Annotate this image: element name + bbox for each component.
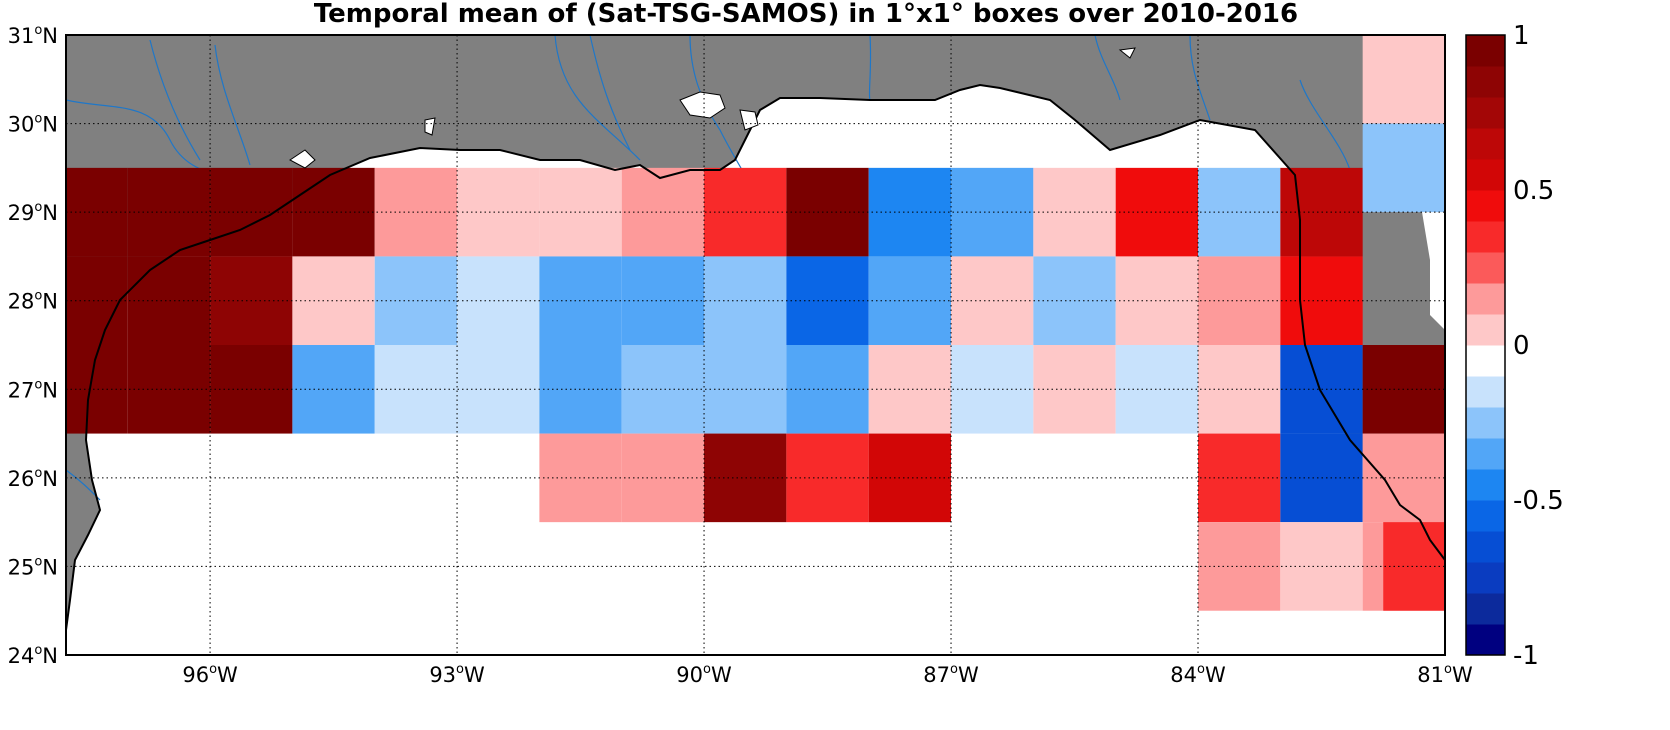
- heatmap-cell: [704, 433, 787, 523]
- x-tick-label: 90oW: [676, 662, 732, 687]
- coastline: [65, 83, 1446, 631]
- colorbar-swatch: [1466, 469, 1505, 501]
- colorbar-swatch: [1466, 407, 1505, 439]
- heatmap-cell: [951, 167, 1034, 257]
- x-tick-label: 81oW: [1417, 662, 1473, 687]
- y-tick-label: 28oN: [8, 289, 58, 314]
- colorbar-swatch: [1466, 35, 1505, 67]
- heatmap-cell: [127, 256, 211, 345]
- land-mass-gulf-coast: [66, 35, 1445, 630]
- colorbar-ticks: 1 0.5 0 -0.5 -1: [1513, 21, 1564, 671]
- heatmap-cell: [951, 345, 1034, 434]
- colorbar-swatch: [1466, 531, 1505, 563]
- heatmap-cell: [374, 345, 458, 434]
- colorbar-border: [1465, 34, 1506, 656]
- colorbar-swatch: [1466, 500, 1505, 532]
- heatmap-cell: [621, 345, 705, 434]
- heatmap-cell: [539, 167, 622, 257]
- heatmap-cell: [539, 433, 622, 523]
- colorbar-swatch: [1466, 66, 1505, 98]
- heatmap-cell: [704, 167, 787, 257]
- heatmap-cell: [868, 433, 952, 523]
- heatmap-cell: [621, 433, 705, 523]
- colorbar-swatch: [1466, 252, 1505, 284]
- y-tick-label: 31oN: [8, 23, 58, 48]
- heatmap-cell: [868, 345, 952, 434]
- heatmap-cell: [704, 256, 787, 345]
- colorbar-swatches: [1466, 35, 1505, 656]
- heatmap-cell: [539, 345, 622, 434]
- colorbar-swatch: [1466, 345, 1505, 377]
- heatmap-cell: [292, 256, 375, 345]
- colorbar-swatch: [1466, 128, 1505, 160]
- colorbar-swatch: [1466, 97, 1505, 129]
- y-tick-label: 30oN: [8, 112, 58, 137]
- colorbar-swatch: [1466, 221, 1505, 253]
- y-tick-label: 25oN: [8, 554, 58, 579]
- heatmap-cell: [951, 256, 1034, 345]
- colorbar-swatch: [1466, 624, 1505, 656]
- heatmap-cell: [1383, 522, 1445, 611]
- colorbar-tick-label: 0.5: [1513, 176, 1554, 206]
- heatmap-cell: [1362, 123, 1445, 213]
- heatmap-cell: [292, 345, 375, 434]
- y-axis-ticks: 24oN 25oN 26oN 27oN 28oN 29oN 30oN 31oN: [8, 23, 58, 668]
- heatmap-cell: [1198, 167, 1281, 257]
- y-tick-label: 26oN: [8, 466, 58, 491]
- x-tick-label: 87oW: [923, 662, 979, 687]
- colorbar: 1 0.5 0 -0.5 -1: [1465, 21, 1564, 671]
- colorbar-tick-label: 1: [1513, 21, 1530, 51]
- colorbar-tick-label: -1: [1513, 641, 1539, 671]
- colorbar-swatch: [1466, 159, 1505, 191]
- y-tick-label: 24oN: [8, 643, 58, 668]
- heatmap-cell: [374, 256, 458, 345]
- heatmap-cell: [539, 256, 622, 345]
- colorbar-swatch: [1466, 562, 1505, 594]
- heatmap-cell: [704, 345, 787, 434]
- y-tick-label: 29oN: [8, 200, 58, 225]
- heatmap-cell: [1198, 433, 1281, 523]
- heatmap-cell: [621, 256, 705, 345]
- heatmap-cell: [127, 345, 211, 434]
- heatmap-cell: [1198, 345, 1281, 434]
- lakes: [289, 47, 1136, 169]
- colorbar-swatch: [1466, 190, 1505, 222]
- heatmap-cell: [127, 167, 211, 257]
- colorbar-swatch: [1466, 376, 1505, 408]
- heatmap-cell: [621, 167, 705, 257]
- x-tick-label: 93oW: [429, 662, 485, 687]
- heatmap-cell: [868, 167, 952, 257]
- x-axis-ticks: 96oW 93oW 90oW 87oW 84oW 81oW: [182, 662, 1473, 687]
- map-title: Temporal mean of (Sat-TSG-SAMOS) in 1°x1…: [314, 0, 1298, 29]
- colorbar-swatch: [1466, 438, 1505, 470]
- colorbar-swatch: [1466, 314, 1505, 346]
- heatmap-cell: [1362, 35, 1445, 124]
- x-tick-label: 84oW: [1170, 662, 1226, 687]
- colorbar-swatch: [1466, 283, 1505, 315]
- heatmap-cell: [868, 256, 952, 345]
- x-tick-label: 96oW: [182, 662, 238, 687]
- map-panel: [65, 34, 1446, 656]
- y-tick-label: 27oN: [8, 377, 58, 402]
- map-border: [65, 34, 1446, 656]
- colorbar-swatch: [1466, 593, 1505, 625]
- heatmap-cell: [1198, 522, 1281, 611]
- colorbar-tick-label: 0: [1513, 331, 1530, 361]
- heatmap-cell: [292, 167, 375, 257]
- heatmap-cell: [374, 167, 458, 257]
- heatmap-cell: [1198, 256, 1281, 345]
- colorbar-tick-label: -0.5: [1513, 486, 1564, 516]
